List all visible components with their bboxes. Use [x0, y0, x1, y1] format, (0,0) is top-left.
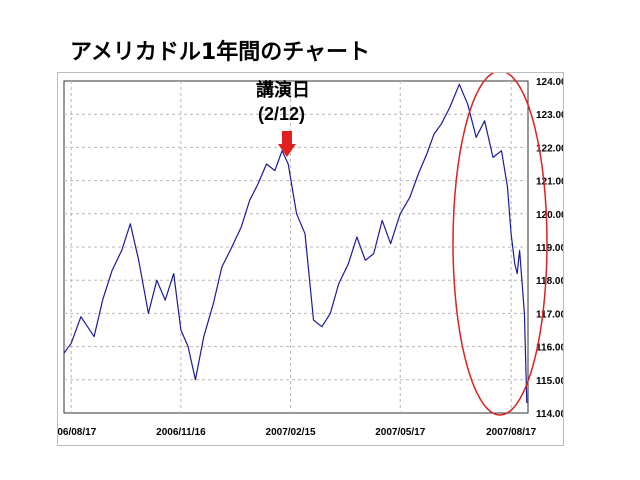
series-line — [63, 83, 528, 404]
highlight-ellipse — [452, 73, 548, 416]
y-tick-label: 119.00 — [536, 243, 563, 254]
y-tick-label: 124.00 — [536, 77, 563, 88]
y-tick-label: 117.00 — [536, 309, 563, 320]
annotation-date: (2/12) — [258, 104, 306, 124]
annotation-label: 講演日 — [256, 80, 310, 100]
chart-frame: 114.00 115.00 116.00 117.00 118.00 119.00 120.… — [57, 72, 564, 446]
x-tick-label: 2006/11/16 — [156, 427, 206, 438]
y-tick-label: 120.00 — [536, 210, 563, 221]
y-tick-label: 116.00 — [536, 343, 563, 354]
y-tick-label: 122.00 — [536, 143, 563, 154]
annotation-arrow-shaft — [281, 131, 292, 145]
slide-title: アメリカドル1年間のチャート — [70, 40, 370, 65]
y-tick-label: 115.00 — [536, 376, 563, 387]
x-tick-label: 2007/02/15 — [266, 427, 316, 438]
x-tick-label: 2007/05/17 — [375, 427, 425, 438]
y-tick-label: 118.00 — [536, 276, 563, 287]
plot-area — [63, 80, 529, 414]
annotation-arrow-head — [277, 144, 296, 157]
y-tick-label: 114.00 — [536, 409, 563, 420]
y-tick-label: 121.00 — [536, 177, 563, 188]
x-tick-label: 2006/08/17 — [58, 427, 97, 438]
y-tick-label: 123.00 — [536, 110, 563, 121]
x-tick-label: 2007/08/17 — [486, 427, 536, 438]
line-chart: 114.00 115.00 116.00 117.00 118.00 119.00 120.… — [58, 73, 563, 438]
